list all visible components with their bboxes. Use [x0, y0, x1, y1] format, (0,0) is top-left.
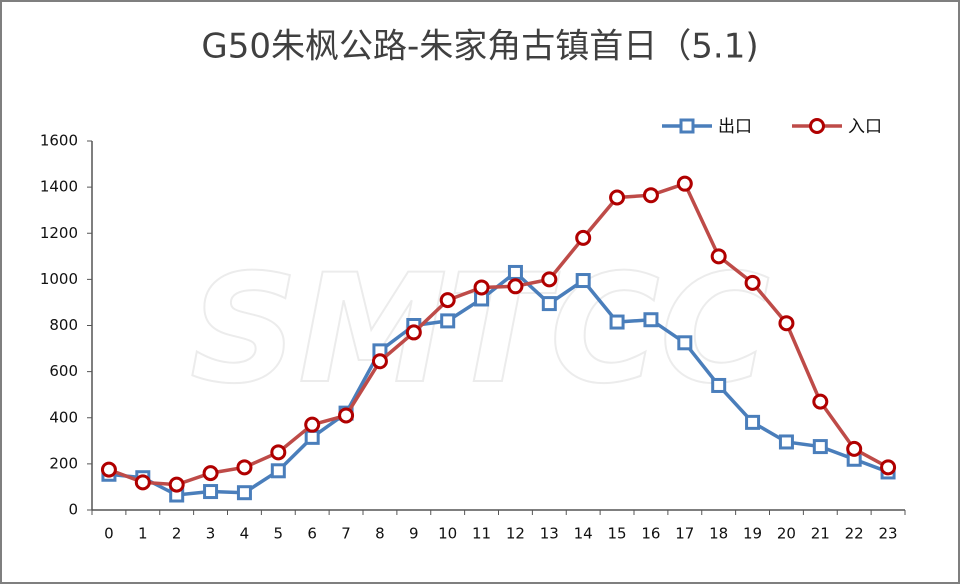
marker: [100, 461, 117, 478]
legend-label: 入口: [848, 117, 882, 137]
x-tick-label: 10: [438, 525, 457, 543]
marker: [711, 377, 727, 393]
marker: [710, 248, 727, 265]
x-tick-label: 7: [341, 525, 351, 543]
x-tick-label: 16: [641, 525, 660, 543]
y-tick-label: 0: [68, 501, 78, 519]
legend-label: 出口: [718, 117, 752, 137]
x-tick-label: 11: [472, 525, 491, 543]
marker: [134, 474, 151, 491]
marker: [744, 274, 761, 291]
x-tick-label: 6: [307, 525, 317, 543]
marker: [778, 315, 795, 332]
marker: [270, 444, 287, 461]
x-tick-label: 12: [506, 525, 525, 543]
marker: [270, 463, 286, 479]
marker: [304, 429, 320, 445]
marker: [676, 175, 693, 192]
marker: [507, 278, 524, 295]
x-tick-label: 20: [777, 525, 796, 543]
y-tick-label: 1000: [40, 270, 78, 288]
marker: [371, 353, 388, 370]
y-tick-label: 1400: [40, 178, 78, 196]
marker: [677, 335, 693, 351]
x-tick-label: 18: [709, 525, 728, 543]
x-tick-label: 1: [138, 525, 148, 543]
marker: [338, 407, 355, 424]
x-tick-label: 21: [811, 525, 830, 543]
marker: [541, 296, 557, 312]
chart-title: G50朱枫公路-朱家角古镇首日（5.1): [201, 27, 758, 67]
x-tick-label: 0: [104, 525, 114, 543]
y-tick-label: 400: [49, 408, 78, 426]
x-tick-label: 13: [540, 525, 559, 543]
x-tick-label: 22: [845, 525, 864, 543]
y-tick-label: 600: [49, 362, 78, 380]
marker: [168, 476, 185, 493]
y-tick-label: 1200: [40, 224, 78, 242]
x-tick-label: 23: [879, 525, 898, 543]
marker: [202, 465, 219, 482]
marker: [236, 459, 253, 476]
marker: [304, 416, 321, 433]
y-tick-label: 200: [49, 454, 78, 472]
marker: [440, 313, 456, 329]
x-tick-label: 9: [409, 525, 419, 543]
y-tick-label: 1600: [40, 132, 78, 150]
x-tick-label: 17: [675, 525, 694, 543]
marker: [473, 279, 490, 296]
marker: [609, 189, 626, 206]
marker: [778, 434, 794, 450]
marker: [405, 324, 422, 341]
marker: [575, 229, 592, 246]
y-tick-label: 800: [49, 316, 78, 334]
marker: [236, 485, 252, 501]
marker: [679, 118, 695, 134]
x-tick-label: 5: [274, 525, 284, 543]
marker: [812, 393, 829, 410]
x-tick-label: 3: [206, 525, 216, 543]
marker: [812, 439, 828, 455]
marker: [439, 292, 456, 309]
x-tick-label: 14: [574, 525, 593, 543]
marker: [203, 484, 219, 500]
marker: [507, 264, 523, 280]
marker: [642, 187, 659, 204]
marker: [846, 440, 863, 457]
marker: [809, 118, 825, 134]
x-tick-label: 8: [375, 525, 385, 543]
marker: [880, 459, 897, 476]
marker: [575, 273, 591, 289]
marker: [609, 314, 625, 330]
watermark: SMTCC: [190, 243, 770, 417]
x-tick-label: 19: [743, 525, 762, 543]
x-tick-label: 15: [608, 525, 627, 543]
x-tick-label: 2: [172, 525, 182, 543]
marker: [643, 312, 659, 328]
x-tick-label: 4: [240, 525, 250, 543]
marker: [745, 414, 761, 430]
marker: [541, 271, 558, 288]
